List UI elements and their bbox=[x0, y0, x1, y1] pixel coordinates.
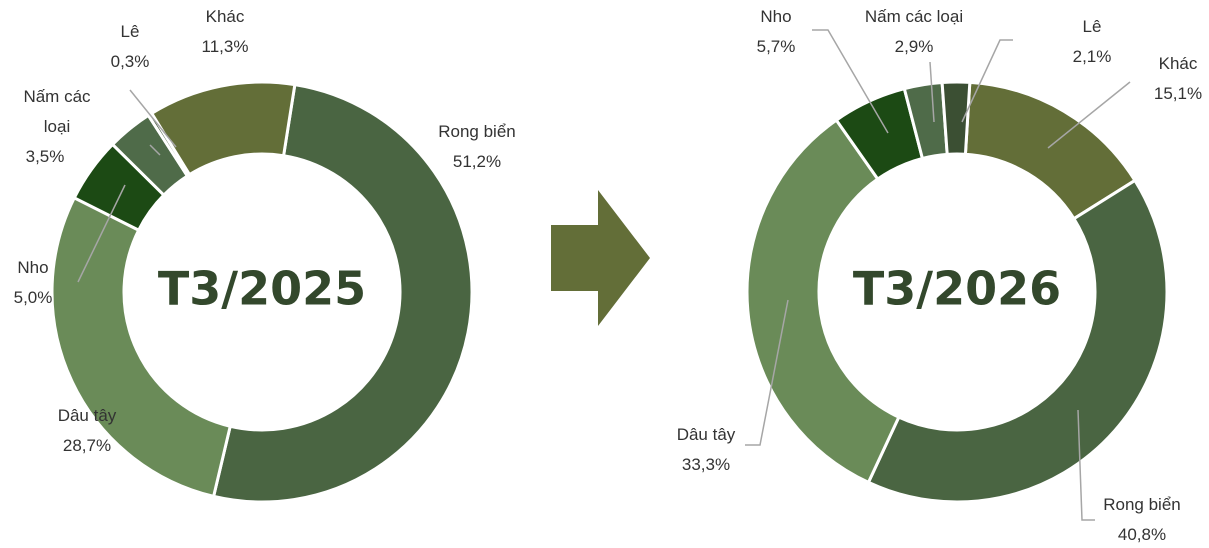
slice-label: Lê bbox=[120, 22, 140, 41]
leader-line bbox=[149, 144, 161, 156]
slice-value: 5,7% bbox=[756, 37, 796, 56]
leader-line bbox=[745, 299, 789, 446]
leader-line bbox=[961, 39, 1013, 123]
slice-label: Nho bbox=[17, 258, 49, 277]
slice-value: 0,3% bbox=[110, 52, 150, 71]
donut-segment bbox=[149, 80, 297, 177]
slice-label: Nấm các loại bbox=[864, 7, 964, 26]
slice-value: 2,1% bbox=[1072, 47, 1112, 66]
slice-value: 15,1% bbox=[1153, 84, 1203, 103]
leader-line bbox=[129, 89, 177, 148]
arrow bbox=[551, 190, 650, 326]
slice-value: 28,7% bbox=[62, 436, 112, 455]
donut-segment bbox=[211, 82, 474, 504]
slice-label: Khác bbox=[1158, 54, 1198, 73]
slice-label: Lê bbox=[1082, 17, 1102, 36]
slice-value: 11,3% bbox=[201, 37, 249, 56]
donut-segment bbox=[50, 195, 233, 499]
slice-label: Nho bbox=[760, 7, 792, 26]
leader-line bbox=[929, 61, 935, 123]
slice-value: 40,8% bbox=[1117, 525, 1167, 544]
donut-segment bbox=[940, 80, 972, 156]
leader-line bbox=[812, 29, 889, 134]
center-title: T3/2025 bbox=[158, 262, 366, 316]
slice-label: Dâu tây bbox=[57, 406, 117, 425]
slice-label: Rong biển bbox=[1103, 495, 1181, 514]
leader-line bbox=[1077, 409, 1095, 521]
slice-value: 51,2% bbox=[452, 152, 502, 171]
slice-label: Rong biển bbox=[438, 122, 516, 141]
slice-value: 5,0% bbox=[13, 288, 53, 307]
slice-value: 2,9% bbox=[894, 37, 934, 56]
donut-segment bbox=[866, 178, 1169, 504]
slice-value: 3,5% bbox=[25, 147, 65, 166]
slice-value: 33,3% bbox=[681, 455, 731, 474]
slice-label: Nấm các loại bbox=[23, 87, 91, 136]
slice-label: Khác bbox=[205, 7, 245, 26]
leader-line bbox=[77, 184, 126, 283]
donut-segment bbox=[745, 118, 901, 485]
leader-line bbox=[1047, 81, 1131, 149]
center-title: T3/2026 bbox=[853, 262, 1061, 316]
slice-label: Dâu tây bbox=[676, 425, 736, 444]
